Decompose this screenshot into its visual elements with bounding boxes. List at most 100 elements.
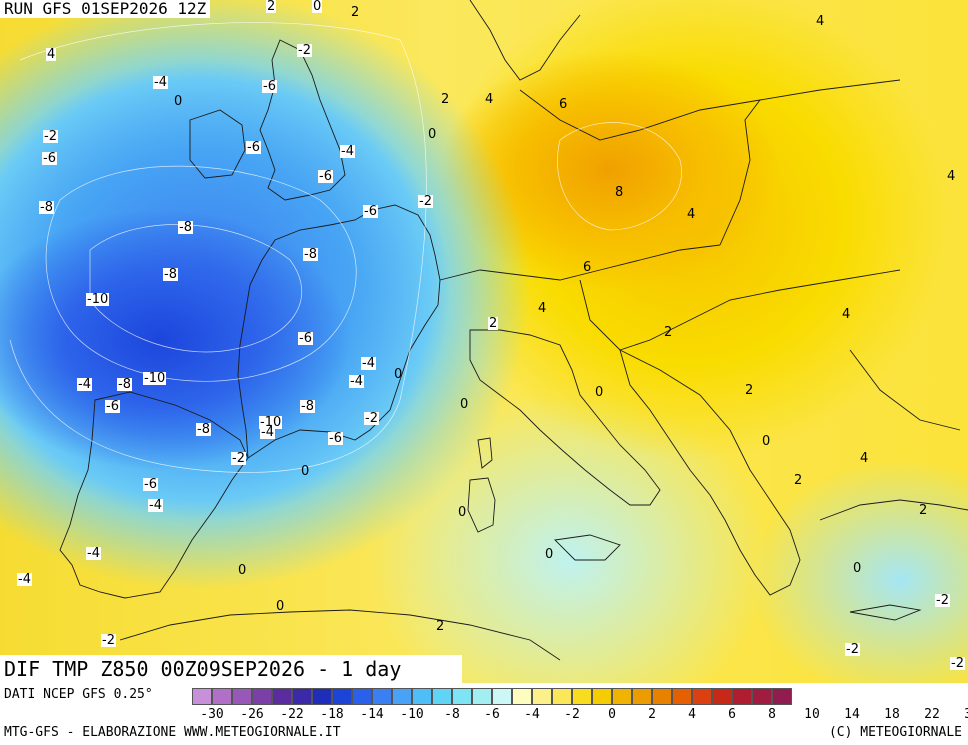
legend-swatch — [312, 688, 332, 705]
run-label: RUN GFS 01SEP2026 12Z — [0, 0, 211, 18]
contour-value-label: -8 — [163, 267, 178, 282]
contour-value-label: -4 — [148, 498, 163, 513]
legend-swatch — [552, 688, 572, 705]
contour-value-label: 4 — [485, 92, 494, 107]
contour-value-label: -2 — [101, 633, 116, 648]
contour-value-label: 0 — [312, 0, 323, 14]
legend-tick-label: 4 — [688, 707, 696, 722]
contour-value-label: -8 — [196, 422, 211, 437]
contour-value-label: -2 — [297, 43, 312, 58]
legend-swatch — [732, 688, 752, 705]
contour-value-label: -8 — [117, 377, 132, 392]
contour-value-label: -10 — [259, 415, 283, 430]
legend-swatch — [712, 688, 732, 705]
legend-tick-label: -6 — [484, 707, 500, 722]
legend-tick-label: -18 — [320, 707, 344, 722]
legend-swatch — [752, 688, 772, 705]
contour-value-label: 0 — [238, 563, 247, 578]
coastlines-and-borders — [59, 0, 968, 661]
contour-value-label: -6 — [246, 140, 261, 155]
contour-value-label: -8 — [178, 220, 193, 235]
legend-swatch — [612, 688, 632, 705]
contour-value-label: 0 — [394, 367, 403, 382]
contour-value-label: -6 — [42, 151, 57, 166]
legend-swatch — [632, 688, 652, 705]
contour-value-label: -10 — [86, 292, 110, 307]
contour-value-label: 0 — [595, 385, 604, 400]
contour-value-label: -4 — [153, 75, 168, 90]
contour-value-label: 6 — [559, 97, 568, 112]
contour-value-label: 0 — [458, 505, 467, 520]
credit-right: (C) METEOGIORNALE — [828, 725, 962, 740]
contour-value-label: 6 — [583, 260, 592, 275]
legend-tick-label: -14 — [360, 707, 384, 722]
legend-swatch — [272, 688, 292, 705]
contour-value-label: -4 — [17, 572, 32, 587]
legend-swatch — [192, 688, 212, 705]
legend-swatch — [212, 688, 232, 705]
contour-value-label: -6 — [105, 399, 120, 414]
contour-value-label: 4 — [687, 207, 696, 222]
legend-tick-label: -4 — [524, 707, 540, 722]
contour-value-label: 4 — [46, 47, 57, 62]
contour-value-label: 0 — [428, 127, 437, 142]
legend-tick-label: -26 — [240, 707, 264, 722]
legend-swatch — [252, 688, 272, 705]
legend-tick-label: 0 — [608, 707, 616, 722]
credit-left: MTG-GFS - ELABORAZIONE WWW.METEOGIORNALE… — [4, 725, 341, 740]
contour-value-label: 0 — [174, 94, 183, 109]
legend-tick-label: 30 — [964, 707, 968, 722]
legend-swatch — [532, 688, 552, 705]
contour-value-label: -8 — [300, 399, 315, 414]
legend-swatch — [652, 688, 672, 705]
contour-value-label: 0 — [545, 547, 554, 562]
contour-value-label: 2 — [488, 316, 499, 331]
contour-value-label: -6 — [298, 331, 313, 346]
contour-value-label: 4 — [860, 451, 869, 466]
contour-value-label: 2 — [794, 473, 803, 488]
contour-value-label: 4 — [816, 14, 825, 29]
legend-tick-label: -10 — [400, 707, 424, 722]
contour-value-label: 0 — [460, 397, 469, 412]
contour-value-label: 4 — [947, 169, 956, 184]
contour-value-label: 2 — [436, 619, 445, 634]
contour-value-label: 8 — [615, 185, 624, 200]
contour-value-label: 0 — [762, 434, 771, 449]
legend-swatch — [512, 688, 532, 705]
legend-swatch — [432, 688, 452, 705]
contour-value-label: 0 — [853, 561, 862, 576]
contour-value-label: 4 — [538, 301, 547, 316]
contour-value-label: 2 — [919, 503, 928, 518]
legend-tick-label: 14 — [844, 707, 860, 722]
footer: DATI NCEP GFS 0.25° -30 -26 -22 -18 -14 -10 -8… — [0, 683, 968, 745]
contour-value-label: -4 — [349, 374, 364, 389]
legend-swatch — [352, 688, 372, 705]
contour-value-label: -4 — [340, 144, 355, 159]
legend-tick-label: -8 — [444, 707, 460, 722]
contour-value-label: -4 — [260, 425, 275, 440]
contour-value-label: -2 — [364, 411, 379, 426]
contour-value-label: -6 — [143, 477, 158, 492]
contour-value-label: 2 — [266, 0, 277, 14]
contour-value-label: -4 — [361, 356, 376, 371]
legend-swatch — [292, 688, 312, 705]
legend-swatch — [472, 688, 492, 705]
legend-tick-labels: -30 -26 -22 -18 -14 -10 -8 -6 -4 -2 0 2 4 6 8 10 14 18 22 3… — [192, 707, 968, 723]
contour-value-label: 4 — [842, 307, 851, 322]
contour-value-label: -10 — [143, 371, 167, 386]
contour-value-label: 0 — [301, 464, 310, 479]
contour-value-label: 2 — [745, 383, 754, 398]
contour-value-label: -2 — [935, 593, 950, 608]
legend-swatch — [492, 688, 512, 705]
map-title: DIF TMP Z850 00Z09SEP2026 - 1 day — [0, 655, 462, 683]
color-legend-bar — [192, 688, 792, 705]
temperature-anomaly-map — [0, 0, 968, 683]
legend-swatch — [692, 688, 712, 705]
legend-tick-label: 10 — [804, 707, 820, 722]
legend-swatch — [592, 688, 612, 705]
contour-value-label: -2 — [43, 129, 58, 144]
contour-value-label: -6 — [318, 169, 333, 184]
legend-swatch — [572, 688, 592, 705]
contour-value-label: -2 — [231, 451, 246, 466]
legend-tick-label: 8 — [768, 707, 776, 722]
